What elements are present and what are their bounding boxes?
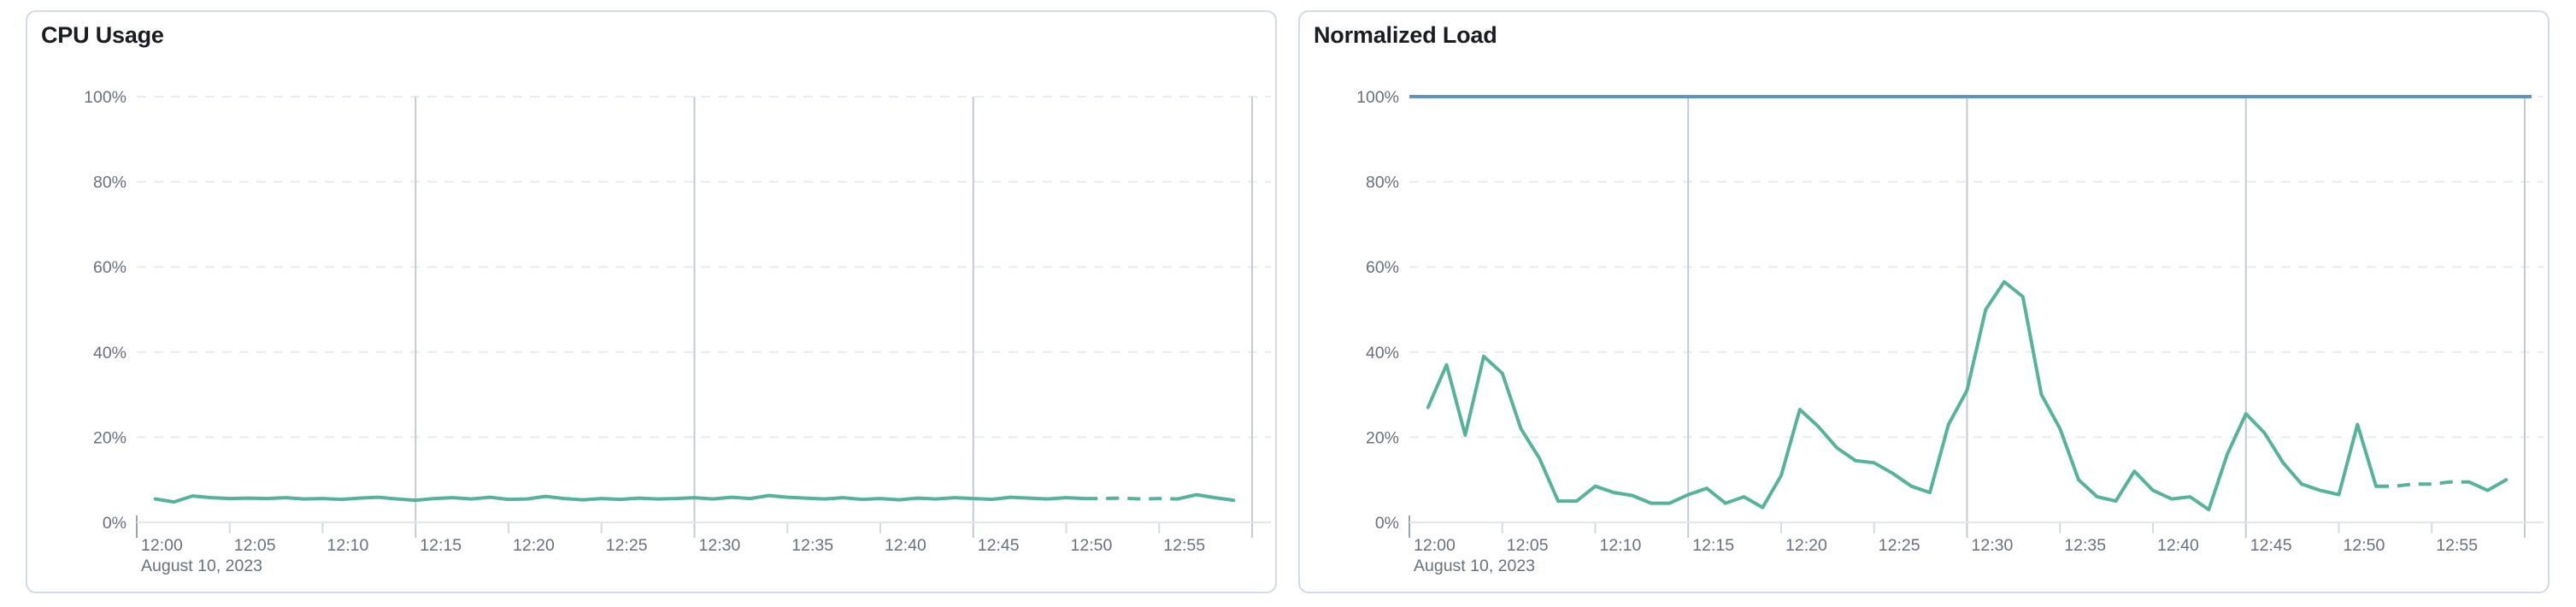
svg-text:12:40: 12:40	[2157, 536, 2199, 555]
svg-text:12:15: 12:15	[1692, 536, 1734, 555]
svg-text:12:50: 12:50	[1071, 536, 1113, 555]
svg-text:12:10: 12:10	[1600, 536, 1642, 555]
cpu-usage-panel-title: CPU Usage	[41, 22, 164, 48]
svg-text:August 10, 2023: August 10, 2023	[141, 557, 262, 575]
svg-text:12:45: 12:45	[2250, 536, 2292, 555]
svg-text:12:10: 12:10	[327, 536, 369, 555]
cpu-usage-line-chart[interactable]: 0% 20% 40% 60% 80% 100% 12:00 12:05 12:10 12:15 12…	[27, 12, 1275, 592]
svg-text:12:25: 12:25	[1879, 536, 1920, 555]
svg-text:12:40: 12:40	[885, 536, 926, 555]
svg-text:12:00: 12:00	[141, 536, 183, 555]
svg-text:20%: 20%	[1366, 428, 1399, 447]
svg-text:12:55: 12:55	[1163, 536, 1205, 555]
svg-text:12:35: 12:35	[791, 536, 833, 555]
svg-text:12:15: 12:15	[420, 536, 462, 555]
svg-text:12:00: 12:00	[1414, 536, 1456, 555]
panel-cpu-usage: CPU Usage 0% 20% 40% 60% 80% 100% 12:00 12:05 12…	[26, 10, 1277, 593]
svg-text:100%: 100%	[84, 88, 126, 107]
svg-text:12:05: 12:05	[234, 536, 276, 555]
panel-normalized-load: Normalized Load 0% 20% 40% 60% 80% 100% 12:00 1…	[1298, 10, 2550, 593]
svg-text:12:50: 12:50	[2344, 536, 2385, 555]
svg-text:12:20: 12:20	[1785, 536, 1827, 555]
svg-text:12:30: 12:30	[1972, 536, 2014, 555]
svg-text:0%: 0%	[1375, 514, 1399, 533]
svg-text:60%: 60%	[1366, 258, 1399, 277]
svg-text:100%: 100%	[1356, 88, 1399, 107]
svg-text:20%: 20%	[93, 428, 126, 447]
svg-text:12:35: 12:35	[2064, 536, 2106, 555]
svg-text:0%: 0%	[103, 514, 126, 533]
svg-text:12:25: 12:25	[606, 536, 648, 555]
svg-text:60%: 60%	[93, 258, 126, 277]
svg-text:12:55: 12:55	[2436, 536, 2478, 555]
svg-text:80%: 80%	[93, 174, 126, 192]
svg-text:12:30: 12:30	[699, 536, 741, 555]
normalized-load-line-chart[interactable]: 0% 20% 40% 60% 80% 100% 12:00 12:05 12:10 12:15 12…	[1300, 12, 2548, 592]
svg-text:August 10, 2023: August 10, 2023	[1414, 557, 1535, 575]
svg-text:12:05: 12:05	[1507, 536, 1549, 555]
svg-text:80%: 80%	[1366, 174, 1399, 192]
svg-text:40%: 40%	[1366, 344, 1399, 362]
svg-text:12:20: 12:20	[513, 536, 555, 555]
normalized-load-panel-title: Normalized Load	[1314, 22, 1497, 48]
svg-text:12:45: 12:45	[978, 536, 1020, 555]
svg-text:40%: 40%	[93, 344, 126, 362]
